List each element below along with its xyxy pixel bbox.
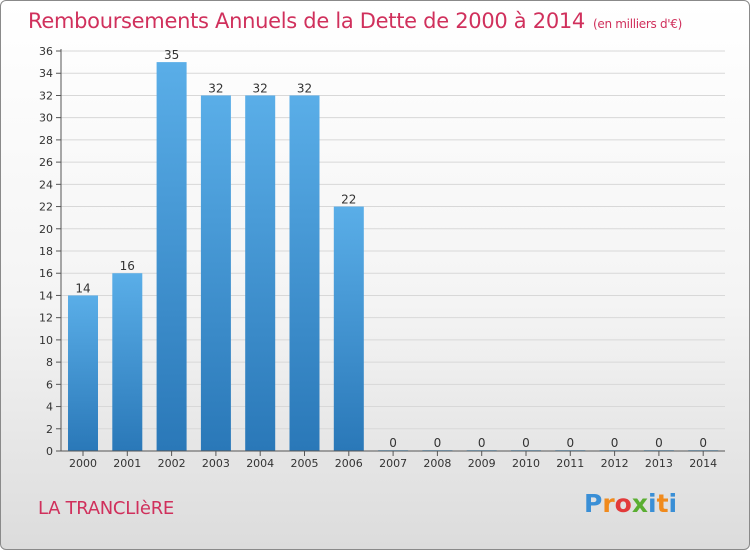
x-tick-label: 2002 — [158, 457, 186, 470]
bar — [156, 62, 187, 451]
data-label: 32 — [253, 81, 268, 95]
x-tick-label: 2008 — [423, 457, 451, 470]
x-tick-label: 2012 — [601, 457, 629, 470]
logo-letter: i — [668, 489, 678, 518]
y-tick-label: 8 — [46, 356, 53, 369]
bar — [200, 95, 231, 451]
x-tick-label: 2005 — [291, 457, 319, 470]
data-label: 0 — [699, 436, 707, 450]
data-label: 14 — [75, 281, 90, 295]
x-tick-label: 2009 — [468, 457, 496, 470]
data-label: 0 — [389, 436, 397, 450]
data-label: 16 — [120, 259, 135, 273]
bar — [289, 95, 320, 451]
x-tick-label: 2006 — [335, 457, 363, 470]
y-tick-label: 12 — [39, 312, 53, 325]
bar — [68, 295, 98, 451]
y-tick-label: 10 — [39, 334, 53, 347]
x-tick-label: 2003 — [202, 457, 230, 470]
data-label: 22 — [341, 193, 356, 207]
y-tick-label: 16 — [39, 267, 53, 280]
y-tick-label: 36 — [39, 45, 53, 58]
y-tick-label: 18 — [39, 245, 53, 258]
y-tick-label: 22 — [39, 201, 53, 214]
y-tick-label: 6 — [46, 378, 53, 391]
x-tick-label: 2011 — [556, 457, 584, 470]
data-label: 0 — [655, 436, 663, 450]
labels: 0246810121416182022242628303234361420001… — [39, 45, 717, 470]
axes — [56, 49, 725, 456]
chart-subtitle: (en milliers d'€) — [593, 17, 683, 31]
x-tick-label: 2007 — [379, 457, 407, 470]
y-tick-label: 2 — [46, 423, 53, 436]
x-tick-label: 2004 — [246, 457, 274, 470]
bar — [333, 206, 364, 451]
x-tick-label: 2010 — [512, 457, 540, 470]
data-label: 35 — [164, 48, 179, 62]
y-tick-label: 28 — [39, 134, 53, 147]
data-label: 0 — [611, 436, 619, 450]
y-tick-label: 26 — [39, 156, 53, 169]
y-tick-label: 4 — [46, 401, 53, 414]
bars — [68, 62, 719, 451]
data-label: 0 — [478, 436, 486, 450]
y-tick-label: 32 — [39, 89, 53, 102]
logo-letter: t — [656, 489, 669, 518]
data-label: 32 — [297, 81, 312, 95]
x-tick-label: 2000 — [69, 457, 97, 470]
x-tick-label: 2001 — [113, 457, 141, 470]
proxiti-logo[interactable]: Proxiti — [584, 489, 677, 518]
data-label: 0 — [566, 436, 574, 450]
y-tick-label: 34 — [39, 67, 53, 80]
data-label: 0 — [434, 436, 442, 450]
y-tick-label: 20 — [39, 223, 53, 236]
bar — [245, 95, 276, 451]
logo-letter: i — [648, 489, 657, 518]
logo-letter: x — [631, 489, 648, 518]
logo-letter: r — [602, 489, 615, 518]
title-text: Remboursements Annuels de la Dette de 20… — [28, 9, 585, 33]
y-tick-label: 24 — [39, 178, 53, 191]
x-tick-label: 2013 — [645, 457, 673, 470]
data-label: 32 — [208, 81, 223, 95]
bar — [112, 273, 143, 451]
y-tick-label: 14 — [39, 289, 53, 302]
data-label: 0 — [522, 436, 530, 450]
chart-title: Remboursements Annuels de la Dette de 20… — [28, 9, 682, 33]
commune-name: LA TRANCLIèRE — [38, 498, 174, 519]
y-tick-label: 30 — [39, 112, 53, 125]
logo-letter: o — [614, 489, 632, 518]
logo-letter: P — [584, 489, 603, 518]
y-tick-label: 0 — [46, 445, 53, 458]
x-tick-label: 2014 — [689, 457, 717, 470]
